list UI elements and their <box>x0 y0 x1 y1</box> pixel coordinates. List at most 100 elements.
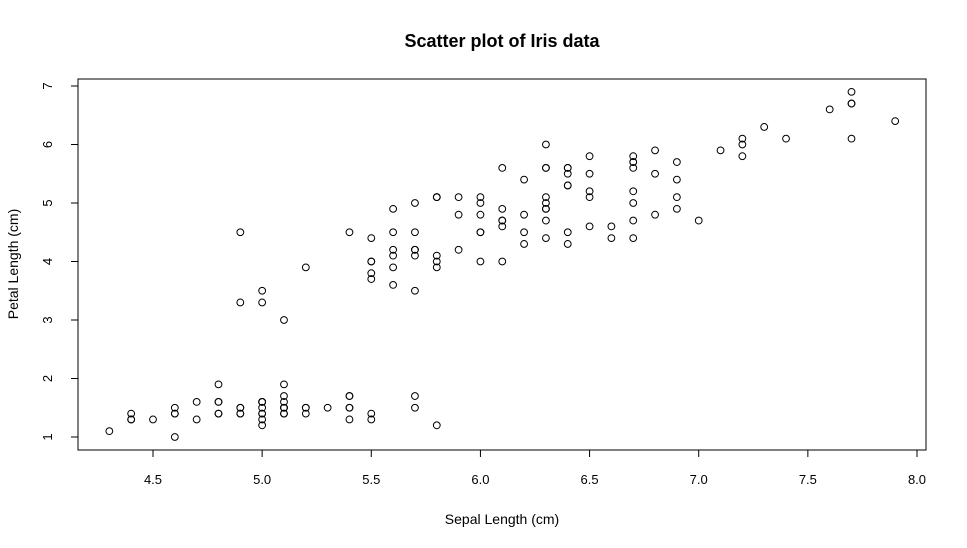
data-point <box>498 204 507 213</box>
data-point <box>105 427 114 436</box>
x-tick-label: 8.0 <box>908 472 926 487</box>
data-point <box>367 234 376 243</box>
data-point <box>236 228 245 237</box>
data-point <box>563 181 572 190</box>
data-point <box>432 193 441 202</box>
data-point <box>170 403 179 412</box>
data-point <box>411 199 419 207</box>
data-point <box>629 216 638 225</box>
y-tick-label: 3 <box>40 316 55 323</box>
data-point <box>389 251 398 260</box>
data-point <box>825 105 834 114</box>
data-point <box>367 257 376 266</box>
data-point <box>389 204 398 213</box>
data-point <box>411 245 419 254</box>
data-point <box>585 152 594 161</box>
data-point <box>738 152 747 161</box>
data-point <box>280 398 288 406</box>
data-point <box>585 169 594 178</box>
data-point <box>411 403 419 412</box>
data-point <box>127 409 136 418</box>
data-point <box>192 415 201 424</box>
data-point <box>520 175 528 184</box>
data-point <box>389 228 398 237</box>
data-point <box>236 409 245 418</box>
data-point <box>672 204 681 213</box>
data-point <box>498 164 507 172</box>
data-point <box>170 433 179 441</box>
data-point <box>542 234 550 243</box>
data-point <box>498 257 507 266</box>
data-point <box>476 210 485 219</box>
x-tick-label: 5.0 <box>253 472 271 487</box>
data-point <box>127 415 136 424</box>
data-point <box>214 409 223 418</box>
data-point <box>280 409 288 418</box>
data-point <box>236 403 245 412</box>
data-point <box>694 216 703 225</box>
data-point <box>520 240 528 248</box>
data-point <box>411 251 419 260</box>
x-axis-label: Sepal Length (cm) <box>445 511 559 527</box>
data-point <box>585 222 594 231</box>
x-tick-label: 6.5 <box>581 472 599 487</box>
data-point <box>323 403 332 412</box>
data-point <box>476 228 485 237</box>
data-point <box>367 269 376 278</box>
data-point <box>563 164 572 172</box>
data-point <box>280 316 288 324</box>
data-point <box>563 228 572 237</box>
x-tick-label: 4.5 <box>144 472 162 487</box>
data-point <box>192 398 201 406</box>
data-point <box>411 228 419 237</box>
data-point <box>280 380 288 389</box>
data-point <box>258 403 267 412</box>
x-axis: 4.5 5.0 5.5 6.0 6.5 7.0 7.5 8.0 <box>144 449 926 487</box>
x-tick-label: 6.0 <box>471 472 489 487</box>
data-point <box>542 140 550 149</box>
data-point <box>476 257 485 266</box>
data-point <box>651 146 659 155</box>
data-point <box>432 421 441 430</box>
data-point <box>389 263 398 272</box>
x-tick-label: 7.5 <box>799 472 817 487</box>
data-point <box>847 99 856 108</box>
data-points <box>105 87 900 441</box>
data-point <box>236 298 245 307</box>
chart-title: Scatter plot of Iris data <box>404 31 600 51</box>
data-point <box>847 134 856 143</box>
y-tick-label: 1 <box>40 433 55 440</box>
data-point <box>738 140 747 149</box>
data-point <box>760 123 769 131</box>
data-point <box>367 275 376 283</box>
data-point <box>476 193 485 202</box>
data-point <box>672 193 681 202</box>
data-point <box>301 409 310 418</box>
data-point <box>629 158 638 166</box>
data-point <box>498 222 507 231</box>
data-point <box>542 164 550 172</box>
data-point <box>629 164 638 172</box>
data-point <box>432 263 441 272</box>
data-point <box>476 199 485 207</box>
y-axis-label: Petal Length (cm) <box>5 209 21 320</box>
y-axis: 1 2 3 4 5 6 7 <box>40 82 79 441</box>
data-point <box>454 245 463 254</box>
data-point <box>411 392 419 400</box>
data-point <box>563 169 572 178</box>
data-point <box>607 234 616 243</box>
data-point <box>585 193 594 202</box>
data-point <box>585 187 594 196</box>
data-point <box>280 403 288 412</box>
x-tick-label: 5.5 <box>362 472 380 487</box>
data-point <box>258 286 267 295</box>
data-point <box>891 117 900 125</box>
data-point <box>629 187 638 196</box>
data-point <box>345 392 354 400</box>
data-point <box>214 380 223 389</box>
data-point <box>629 199 638 207</box>
data-point <box>345 403 354 412</box>
data-point <box>651 210 659 219</box>
data-point <box>629 152 638 161</box>
data-point <box>651 169 659 178</box>
